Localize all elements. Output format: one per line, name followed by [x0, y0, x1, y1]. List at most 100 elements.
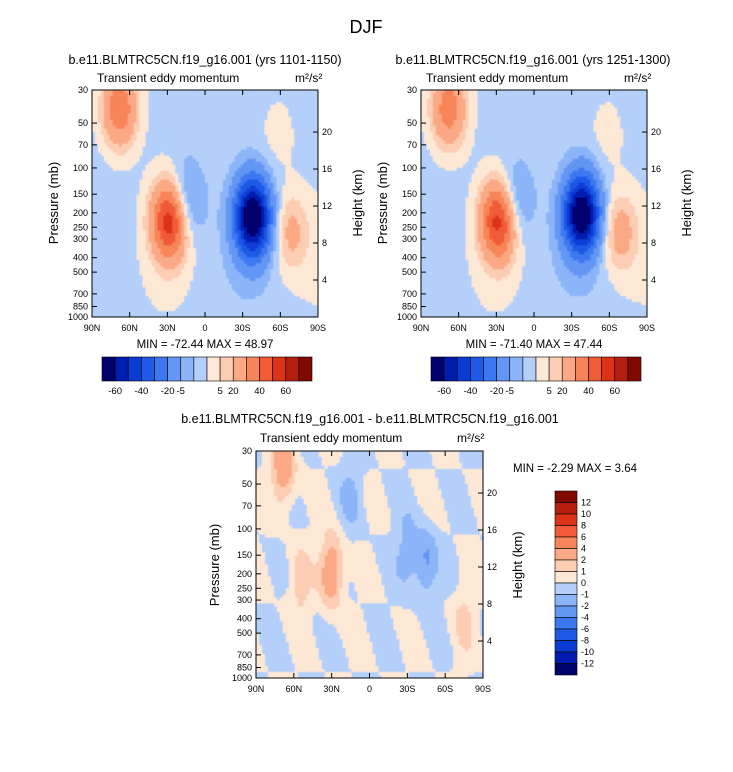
colorbar-swatch: [483, 356, 497, 382]
colorbar-label: -12: [581, 659, 594, 669]
y-tick-label: 30: [78, 85, 88, 95]
colorbar-label: -40: [135, 386, 149, 397]
y-tick-label: 100: [73, 163, 88, 173]
figure-title: DJF: [350, 17, 383, 37]
colorbar-label: 12: [581, 498, 591, 508]
colorbar-label: -60: [108, 386, 122, 397]
colorbar-label: -5: [506, 386, 514, 397]
colorbar-swatch: [554, 502, 578, 515]
y2-tick-label: 4: [487, 636, 492, 646]
colorbar-swatch: [443, 356, 458, 382]
colorbar-swatch: [509, 356, 524, 382]
y-tick-label: 400: [73, 253, 88, 263]
colorbar-label: 40: [254, 386, 265, 397]
x-tick-label: 30N: [488, 323, 505, 333]
y2-tick-label: 4: [322, 275, 327, 285]
y-tick-label: 1000: [232, 673, 252, 683]
y-tick-label: 70: [242, 501, 252, 511]
colorbar-swatch: [219, 356, 234, 382]
min-max-stats: MIN = -71.40 MAX = 47.44: [466, 339, 603, 351]
y-tick-label: 30: [242, 446, 252, 456]
y2-tick-label: 16: [487, 525, 497, 535]
panel-1101-1150: b.e11.BLMTRC5CN.f19_g16.001 (yrs 1101-11…: [46, 53, 365, 397]
y-tick-label: 200: [237, 569, 252, 579]
colorbar-label: -4: [581, 613, 589, 623]
colorbar-label: 1: [581, 567, 586, 577]
y-tick-label: 700: [73, 289, 88, 299]
colorbar-swatch: [167, 356, 182, 382]
x-tick-label: 90S: [310, 323, 326, 333]
y-tick-label: 500: [73, 267, 88, 277]
colorbar-label: 4: [581, 544, 586, 554]
colorbar-swatch: [554, 582, 578, 595]
panel-difference: b.e11.BLMTRC5CN.f19_g16.001 - b.e11.BLMT…: [181, 412, 637, 694]
colorbar: -60 -40 -20 -5 5 20 40 60: [101, 356, 313, 397]
y-tick-label: 70: [407, 140, 417, 150]
colorbar-label: -10: [581, 647, 594, 657]
y-tick-label: 850: [237, 662, 252, 672]
y-axis-label: Pressure (mb): [207, 524, 222, 606]
colorbar-swatch: [456, 356, 471, 382]
colorbar-label: 6: [581, 532, 586, 542]
colorbar-swatch: [561, 356, 576, 382]
panel-subtitle: Transient eddy momentum: [260, 431, 402, 445]
colorbar-swatch: [554, 663, 578, 676]
colorbar-swatch: [259, 356, 273, 382]
colorbar-swatch: [588, 356, 602, 382]
panel-title: b.e11.BLMTRC5CN.f19_g16.001 (yrs 1101-11…: [68, 53, 341, 67]
y-tick-label: 70: [78, 140, 88, 150]
y-tick-label: 50: [78, 118, 88, 128]
y2-axis: 4 8 12 16 20: [313, 127, 332, 285]
colorbar-swatch: [575, 356, 589, 382]
y2-tick-label: 20: [651, 127, 661, 137]
units-label: m²/s²: [624, 71, 651, 85]
contour-field: [256, 451, 483, 678]
colorbar-swatch: [554, 605, 578, 618]
y-tick-label: 700: [402, 289, 417, 299]
y-tick-label: 850: [402, 301, 417, 311]
colorbar-swatch: [554, 490, 578, 503]
y-tick-label: 50: [242, 479, 252, 489]
y2-tick-label: 8: [322, 238, 327, 248]
colorbar-label: -20: [161, 386, 175, 397]
panel-subtitle: Transient eddy momentum: [426, 71, 568, 85]
units-label: m²/s²: [295, 71, 322, 85]
y2-axis-label: Height (km): [350, 169, 365, 236]
y-tick-label: 400: [402, 253, 417, 263]
y-tick-label: 500: [237, 628, 252, 638]
colorbar-label: -40: [464, 386, 478, 397]
y-tick-label: 400: [237, 614, 252, 624]
units-label: m²/s²: [457, 431, 484, 445]
colorbar-swatch: [232, 356, 247, 382]
y2-tick-label: 8: [487, 599, 492, 609]
y-tick-label: 700: [237, 650, 252, 660]
colorbar-swatch: [548, 356, 563, 382]
colorbar-label: -6: [581, 624, 589, 634]
y-tick-label: 30: [407, 85, 417, 95]
y-tick-label: 1000: [68, 312, 88, 322]
colorbar-label: -8: [581, 636, 589, 646]
colorbar-swatch: [554, 594, 578, 607]
panel-1251-1300: b.e11.BLMTRC5CN.f19_g16.001 (yrs 1251-13…: [375, 53, 694, 397]
x-tick-label: 90S: [475, 684, 491, 694]
colorbar-label: -5: [177, 386, 185, 397]
y-tick-label: 250: [237, 583, 252, 593]
x-axis: 90N 60N 30N 0 30S 60S 90S: [248, 451, 491, 694]
colorbar-swatch: [470, 356, 484, 382]
y2-axis-label: Height (km): [510, 531, 525, 598]
y-tick-label: 850: [73, 301, 88, 311]
colorbar-label: 20: [228, 386, 239, 397]
colorbar-swatch: [180, 356, 195, 382]
colorbar-swatch: [554, 651, 578, 664]
colorbar-swatch: [522, 356, 537, 382]
y2-tick-label: 4: [651, 275, 656, 285]
y-tick-label: 300: [237, 595, 252, 605]
colorbar: -60 -40 -20 -5 5 20 40 60: [430, 356, 642, 397]
x-tick-label: 60S: [601, 323, 617, 333]
colorbar-swatch: [554, 548, 578, 561]
y2-axis: 4 8 12 16 20: [642, 127, 661, 285]
colorbar-swatch: [298, 356, 313, 382]
colorbar-label: 5: [546, 386, 551, 397]
colorbar-swatch: [554, 617, 578, 630]
